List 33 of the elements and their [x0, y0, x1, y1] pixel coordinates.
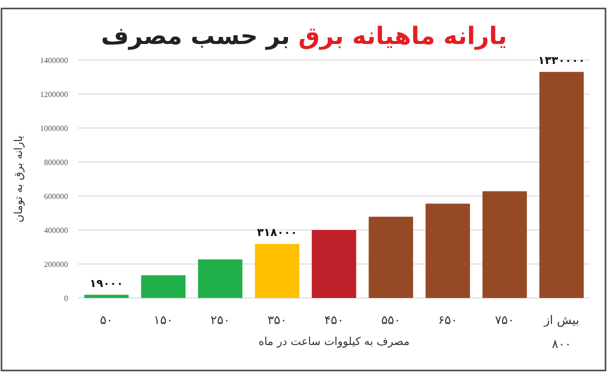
- x-tick-label: ۲۵۰: [210, 313, 230, 327]
- x-tick-label: ۳۵۰: [267, 313, 287, 327]
- x-tick-label: ۱۵۰: [154, 313, 174, 327]
- chart-subtitle: بر حسب مصرف: [100, 22, 298, 50]
- y-tick-label: 1000000: [40, 124, 68, 133]
- y-tick-label: 600000: [44, 192, 68, 201]
- data-label: ۱۳۳۰۰۰۰: [538, 54, 586, 67]
- bar: [368, 216, 414, 298]
- bar: [539, 72, 584, 298]
- x-tick-label: ۵۰: [100, 313, 113, 327]
- chart-title: یارانه ماهیانه برق: [298, 22, 508, 50]
- bar: [141, 275, 186, 298]
- data-label: ۳۱۸۰۰۰: [256, 226, 298, 239]
- data-label: ۱۹۰۰۰: [90, 276, 124, 290]
- y-tick-label: 400000: [44, 226, 68, 235]
- y-tick-label: 1200000: [40, 90, 68, 99]
- bar: [312, 230, 356, 298]
- x-tick-label: بیش از ۸۰۰: [542, 313, 580, 351]
- x-tick-label: ۵۵۰: [381, 313, 401, 327]
- y-tick-label: 800000: [44, 158, 68, 167]
- x-tick-label: ۷۵۰: [494, 313, 514, 327]
- y-tick-label: 200000: [44, 260, 68, 269]
- y-axis-title: یارانه برق به تومان: [12, 136, 25, 222]
- bar: [254, 244, 300, 298]
- x-axis-title: مصرف به کیلووات ساعت در ماه: [258, 335, 410, 348]
- bar: [482, 191, 527, 298]
- y-tick-label: 1400000: [40, 56, 68, 65]
- bar: [198, 259, 242, 298]
- y-tick-label: 0: [64, 294, 68, 303]
- x-tick-label: ۶۵۰: [438, 313, 458, 327]
- bar: [84, 294, 129, 298]
- x-tick-label: ۴۵۰: [324, 313, 344, 327]
- bar: [426, 204, 470, 298]
